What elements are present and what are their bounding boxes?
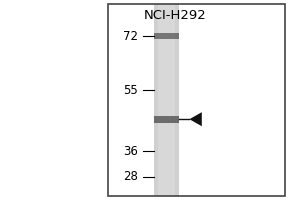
Text: 55: 55 bbox=[123, 84, 138, 97]
Text: 28: 28 bbox=[123, 170, 138, 183]
Polygon shape bbox=[189, 112, 202, 126]
Bar bbox=[154, 33, 179, 39]
Text: 72: 72 bbox=[123, 29, 138, 43]
Text: 36: 36 bbox=[123, 145, 138, 158]
Bar bbox=[154, 116, 179, 123]
Bar bbox=[154, 4, 179, 196]
Text: NCI-H292: NCI-H292 bbox=[144, 9, 207, 22]
Bar bbox=[158, 4, 175, 196]
